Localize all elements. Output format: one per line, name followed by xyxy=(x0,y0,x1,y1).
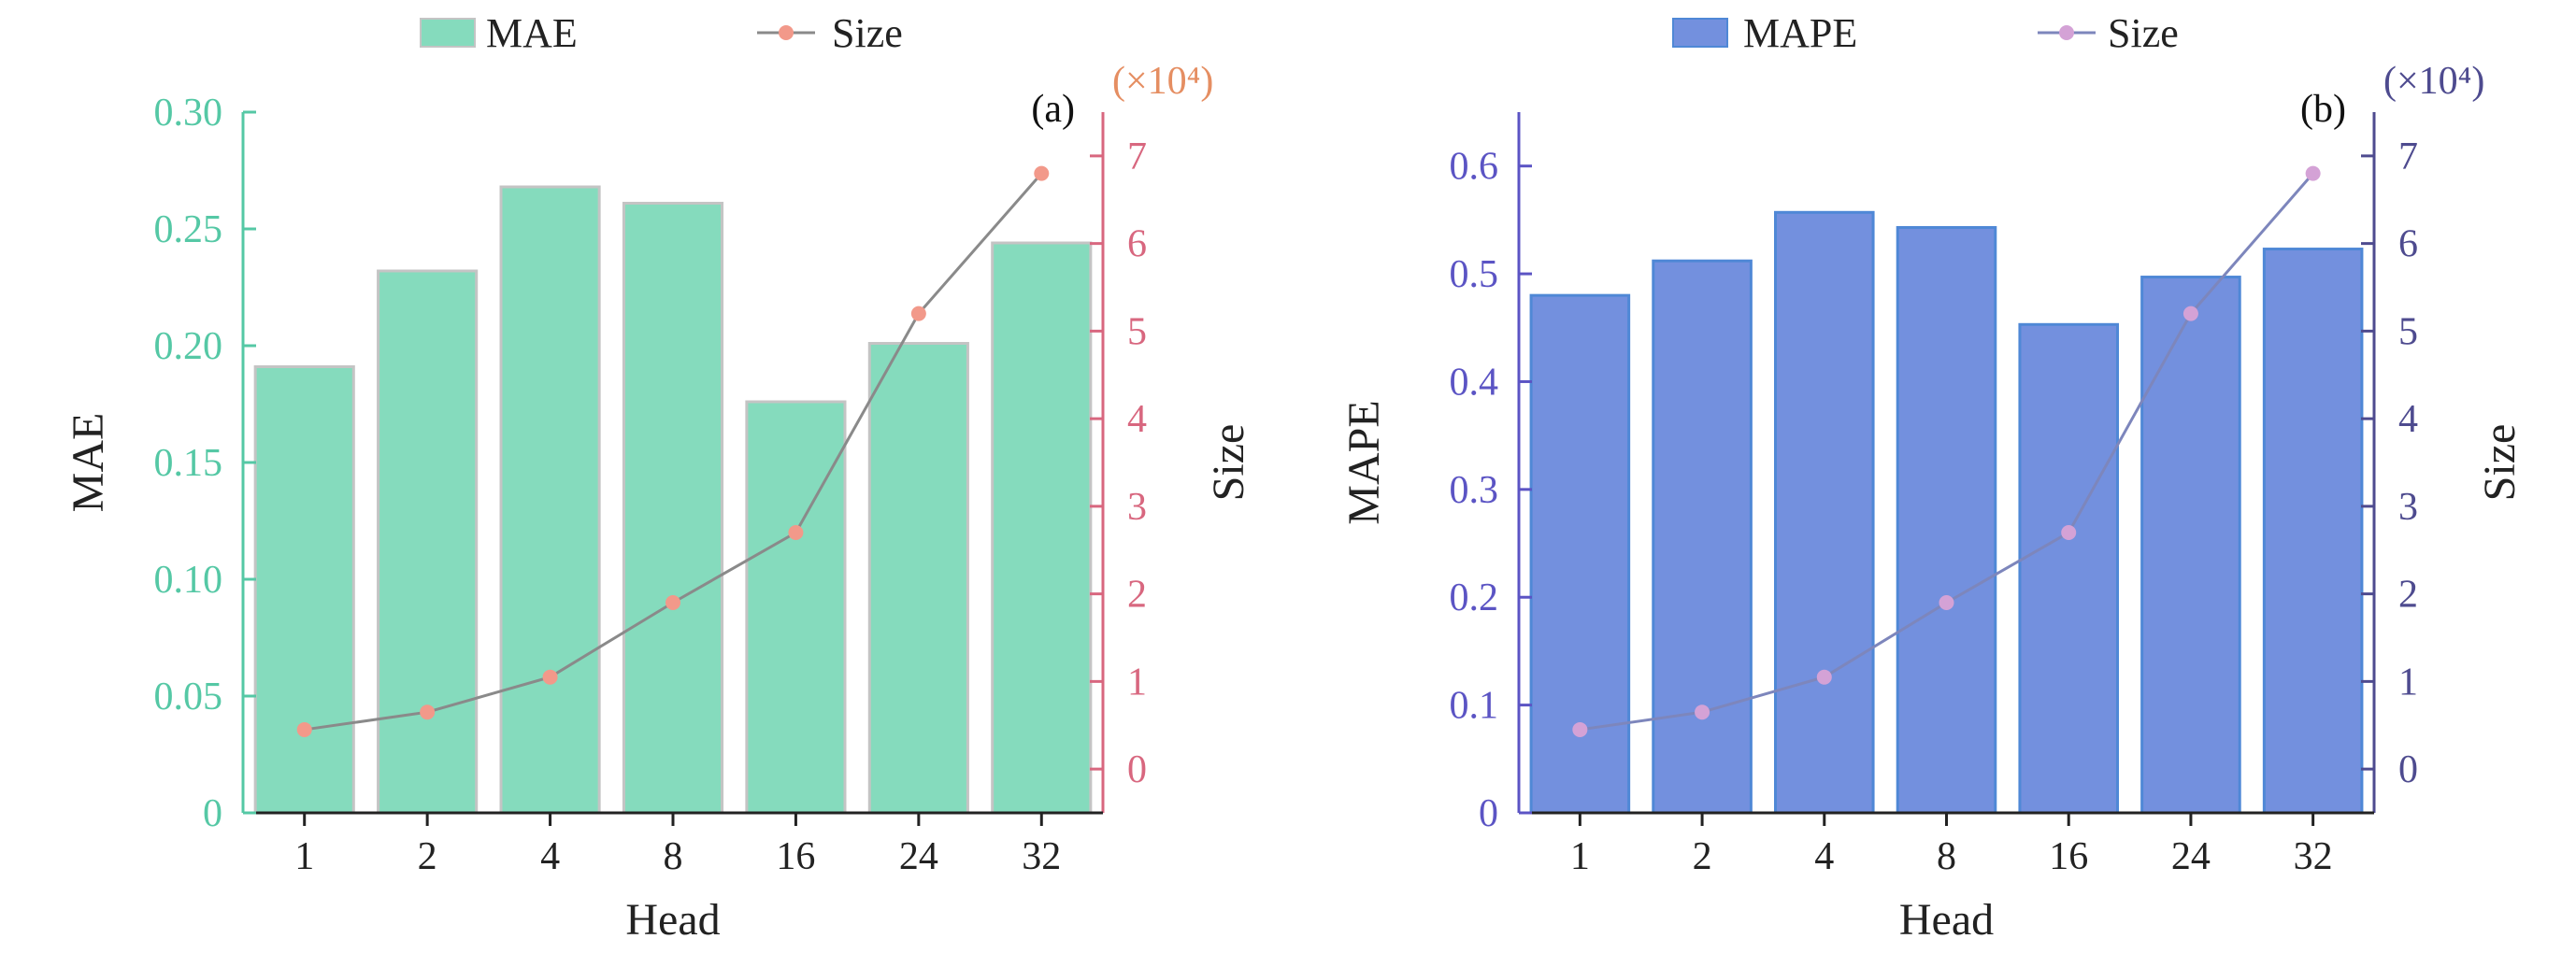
marker-size-32 xyxy=(1034,165,1050,181)
x-tick-label: 2 xyxy=(418,835,437,878)
left-tick-label: 0.1 xyxy=(1450,685,1499,728)
bar-mae-4 xyxy=(499,185,601,815)
bar-mape-16 xyxy=(2018,322,2119,815)
bar-mae-8 xyxy=(622,202,724,815)
right-tick-label: 6 xyxy=(1127,223,1147,266)
right-tick-label: 3 xyxy=(1127,486,1147,529)
legend-line-marker xyxy=(779,25,794,40)
marker-size-32 xyxy=(2305,165,2321,181)
marker-size-24 xyxy=(910,306,926,321)
left-tick-label: 0.6 xyxy=(1450,146,1499,189)
marker-size-16 xyxy=(2061,525,2077,540)
marker-size-1 xyxy=(1572,721,1588,737)
x-tick-label: 16 xyxy=(776,835,815,878)
marker-size-4 xyxy=(542,669,558,685)
left-tick-label: 0.30 xyxy=(154,92,223,135)
x-tick-label: 1 xyxy=(294,835,314,878)
legend-line-label: Size xyxy=(832,10,903,56)
right-tick-label: 7 xyxy=(2398,135,2418,178)
right-axis-unit: (×10⁴) xyxy=(1112,60,1213,103)
marker-size-8 xyxy=(1939,595,1954,610)
bar-mape-24 xyxy=(2140,276,2241,815)
bar-mape-4 xyxy=(1774,210,1875,815)
left-tick-label: 0.10 xyxy=(154,559,223,602)
legend-line-label: Size xyxy=(2108,10,2179,56)
left-tick-label: 0.20 xyxy=(154,325,223,368)
left-tick-label: 0.4 xyxy=(1450,361,1499,404)
x-tick-label: 8 xyxy=(664,835,683,878)
bar-mae-32 xyxy=(991,241,1093,815)
right-tick-label: 0 xyxy=(1127,748,1147,791)
right-tick-label: 5 xyxy=(2398,310,2418,353)
x-tick-label: 16 xyxy=(2049,835,2088,878)
bar-mae-2 xyxy=(377,269,479,815)
right-tick-label: 7 xyxy=(1127,135,1147,178)
right-axis-unit: (×10⁴) xyxy=(2383,60,2484,103)
bar-mae-16 xyxy=(745,400,847,815)
x-tick-label: 2 xyxy=(1693,835,1712,878)
x-tick-label: 32 xyxy=(2294,835,2333,878)
legend-bar-swatch xyxy=(420,18,476,48)
bar-mape-8 xyxy=(1896,225,1997,815)
right-tick-label: 2 xyxy=(2398,574,2418,617)
left-axis-title: MAPE xyxy=(1339,400,1389,524)
left-tick-label: 0.05 xyxy=(154,676,223,718)
right-tick-label: 5 xyxy=(1127,310,1147,353)
x-tick-label: 32 xyxy=(1022,835,1061,878)
left-tick-label: 0.3 xyxy=(1450,469,1499,512)
x-tick-label: 4 xyxy=(540,835,560,878)
left-tick-label: 0.15 xyxy=(154,442,223,485)
left-tick-label: 0.25 xyxy=(154,208,223,251)
bar-mape-2 xyxy=(1652,259,1753,815)
left-tick-label: 0 xyxy=(203,792,222,835)
right-tick-label: 2 xyxy=(1127,574,1147,617)
bar-mae-1 xyxy=(253,365,355,815)
right-tick-label: 6 xyxy=(2398,223,2418,266)
marker-size-8 xyxy=(665,595,680,610)
right-tick-label: 1 xyxy=(2398,661,2418,704)
x-axis-title: Head xyxy=(1899,895,1994,945)
x-tick-label: 1 xyxy=(1570,835,1590,878)
right-tick-label: 1 xyxy=(1127,661,1147,704)
legend-bar-swatch xyxy=(1672,18,1728,48)
left-tick-label: 0 xyxy=(1479,792,1498,835)
panel-label: (a) xyxy=(1031,88,1075,131)
legend-bar-label: MAPE xyxy=(1743,10,1857,56)
x-tick-label: 4 xyxy=(1814,835,1834,878)
marker-size-2 xyxy=(1695,704,1710,720)
left-tick-label: 0.5 xyxy=(1450,253,1499,296)
marker-size-4 xyxy=(1816,669,1832,685)
right-tick-label: 4 xyxy=(1127,398,1147,441)
marker-size-16 xyxy=(788,525,804,540)
right-axis-title: Size xyxy=(1204,424,1253,502)
right-axis-title: Size xyxy=(2475,424,2525,502)
left-tick-label: 0.2 xyxy=(1450,576,1499,619)
marker-size-1 xyxy=(296,721,312,737)
marker-size-2 xyxy=(420,704,436,720)
bar-mae-24 xyxy=(867,342,969,815)
panel-label: (b) xyxy=(2300,88,2346,131)
marker-size-24 xyxy=(2182,306,2198,321)
bar-mape-32 xyxy=(2262,248,2364,815)
right-tick-label: 3 xyxy=(2398,486,2418,529)
right-tick-label: 0 xyxy=(2398,748,2418,791)
right-tick-label: 4 xyxy=(2398,398,2418,441)
x-tick-label: 24 xyxy=(2171,835,2211,878)
x-axis-title: Head xyxy=(625,895,720,945)
x-tick-label: 8 xyxy=(1937,835,1956,878)
left-axis-title: MAE xyxy=(64,413,113,513)
legend-bar-label: MAE xyxy=(486,10,578,56)
x-tick-label: 24 xyxy=(899,835,938,878)
legend-line-marker xyxy=(2059,25,2074,40)
